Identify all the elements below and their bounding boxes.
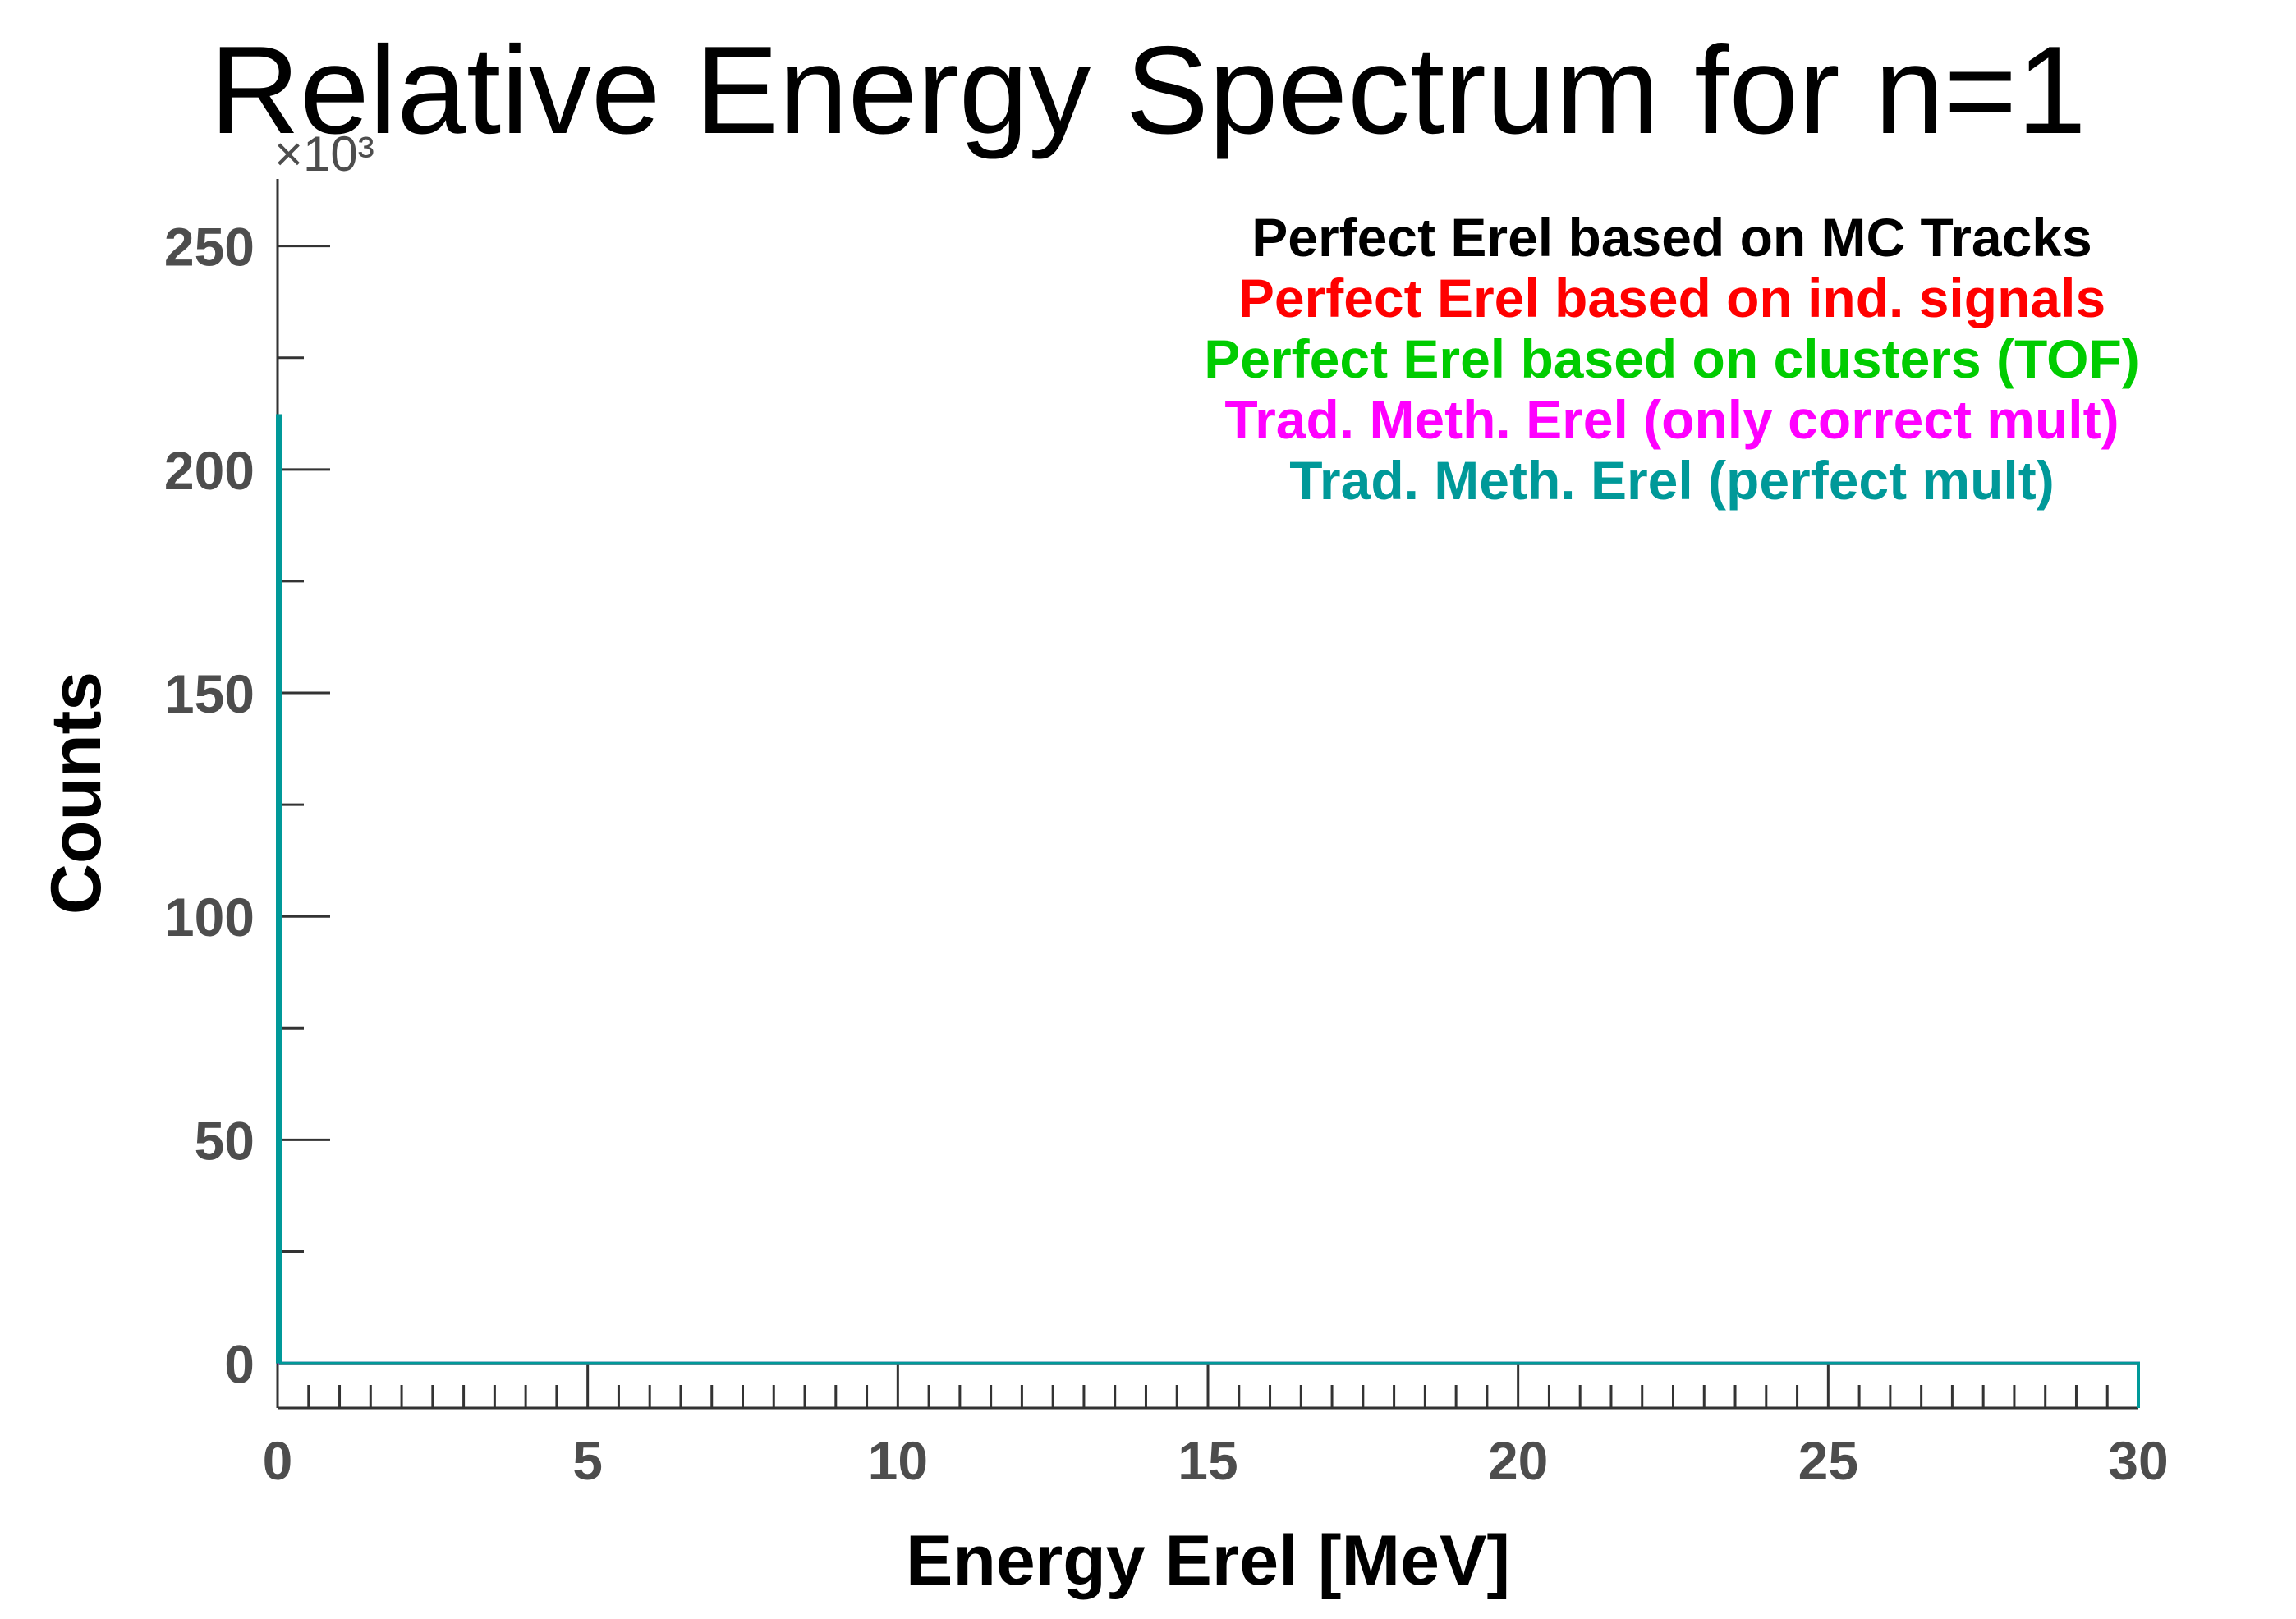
legend-entry: Perfect Erel based on ind. signals [1238,268,2105,328]
y-tick-label: 250 [164,217,255,277]
y-tick-label: 50 [195,1110,255,1171]
x-tick-label: 25 [1798,1430,1858,1491]
legend-entry: Perfect Erel based on MC Tracks [1251,207,2092,268]
x-tick-label: 30 [2108,1430,2168,1491]
x-tick-label: 15 [1178,1430,1238,1491]
y-tick-label: 200 [164,440,255,501]
chart-title: Relative Energy Spectrum for n=1 [209,21,2086,160]
x-tick-label: 5 [572,1430,603,1491]
y-tick-label: 150 [164,663,255,724]
x-tick-label: 20 [1488,1430,1548,1491]
series-line [276,414,2140,1408]
y-tick-label: 100 [164,887,255,947]
y-tick-label: 0 [224,1334,255,1395]
legend-entry: Perfect Erel based on clusters (TOF) [1204,328,2139,389]
legend-entry: Trad. Meth. Erel (perfect mult) [1289,450,2054,511]
x-axis-title: Energy Erel [MeV] [906,1521,1510,1600]
x-tick-label: 0 [263,1430,293,1491]
legend-entry: Trad. Meth. Erel (only correct mult) [1224,389,2119,450]
series-group [276,414,2140,1408]
y-axis-multiplier: ×10³ [274,126,374,181]
x-tick-label: 10 [868,1430,928,1491]
x-ticks: 0 5 10 15 20 25 30 [263,1362,2169,1491]
y-axis-title: Counts [37,672,116,915]
y-ticks: 0 50 100 150 200 250 [164,217,330,1395]
